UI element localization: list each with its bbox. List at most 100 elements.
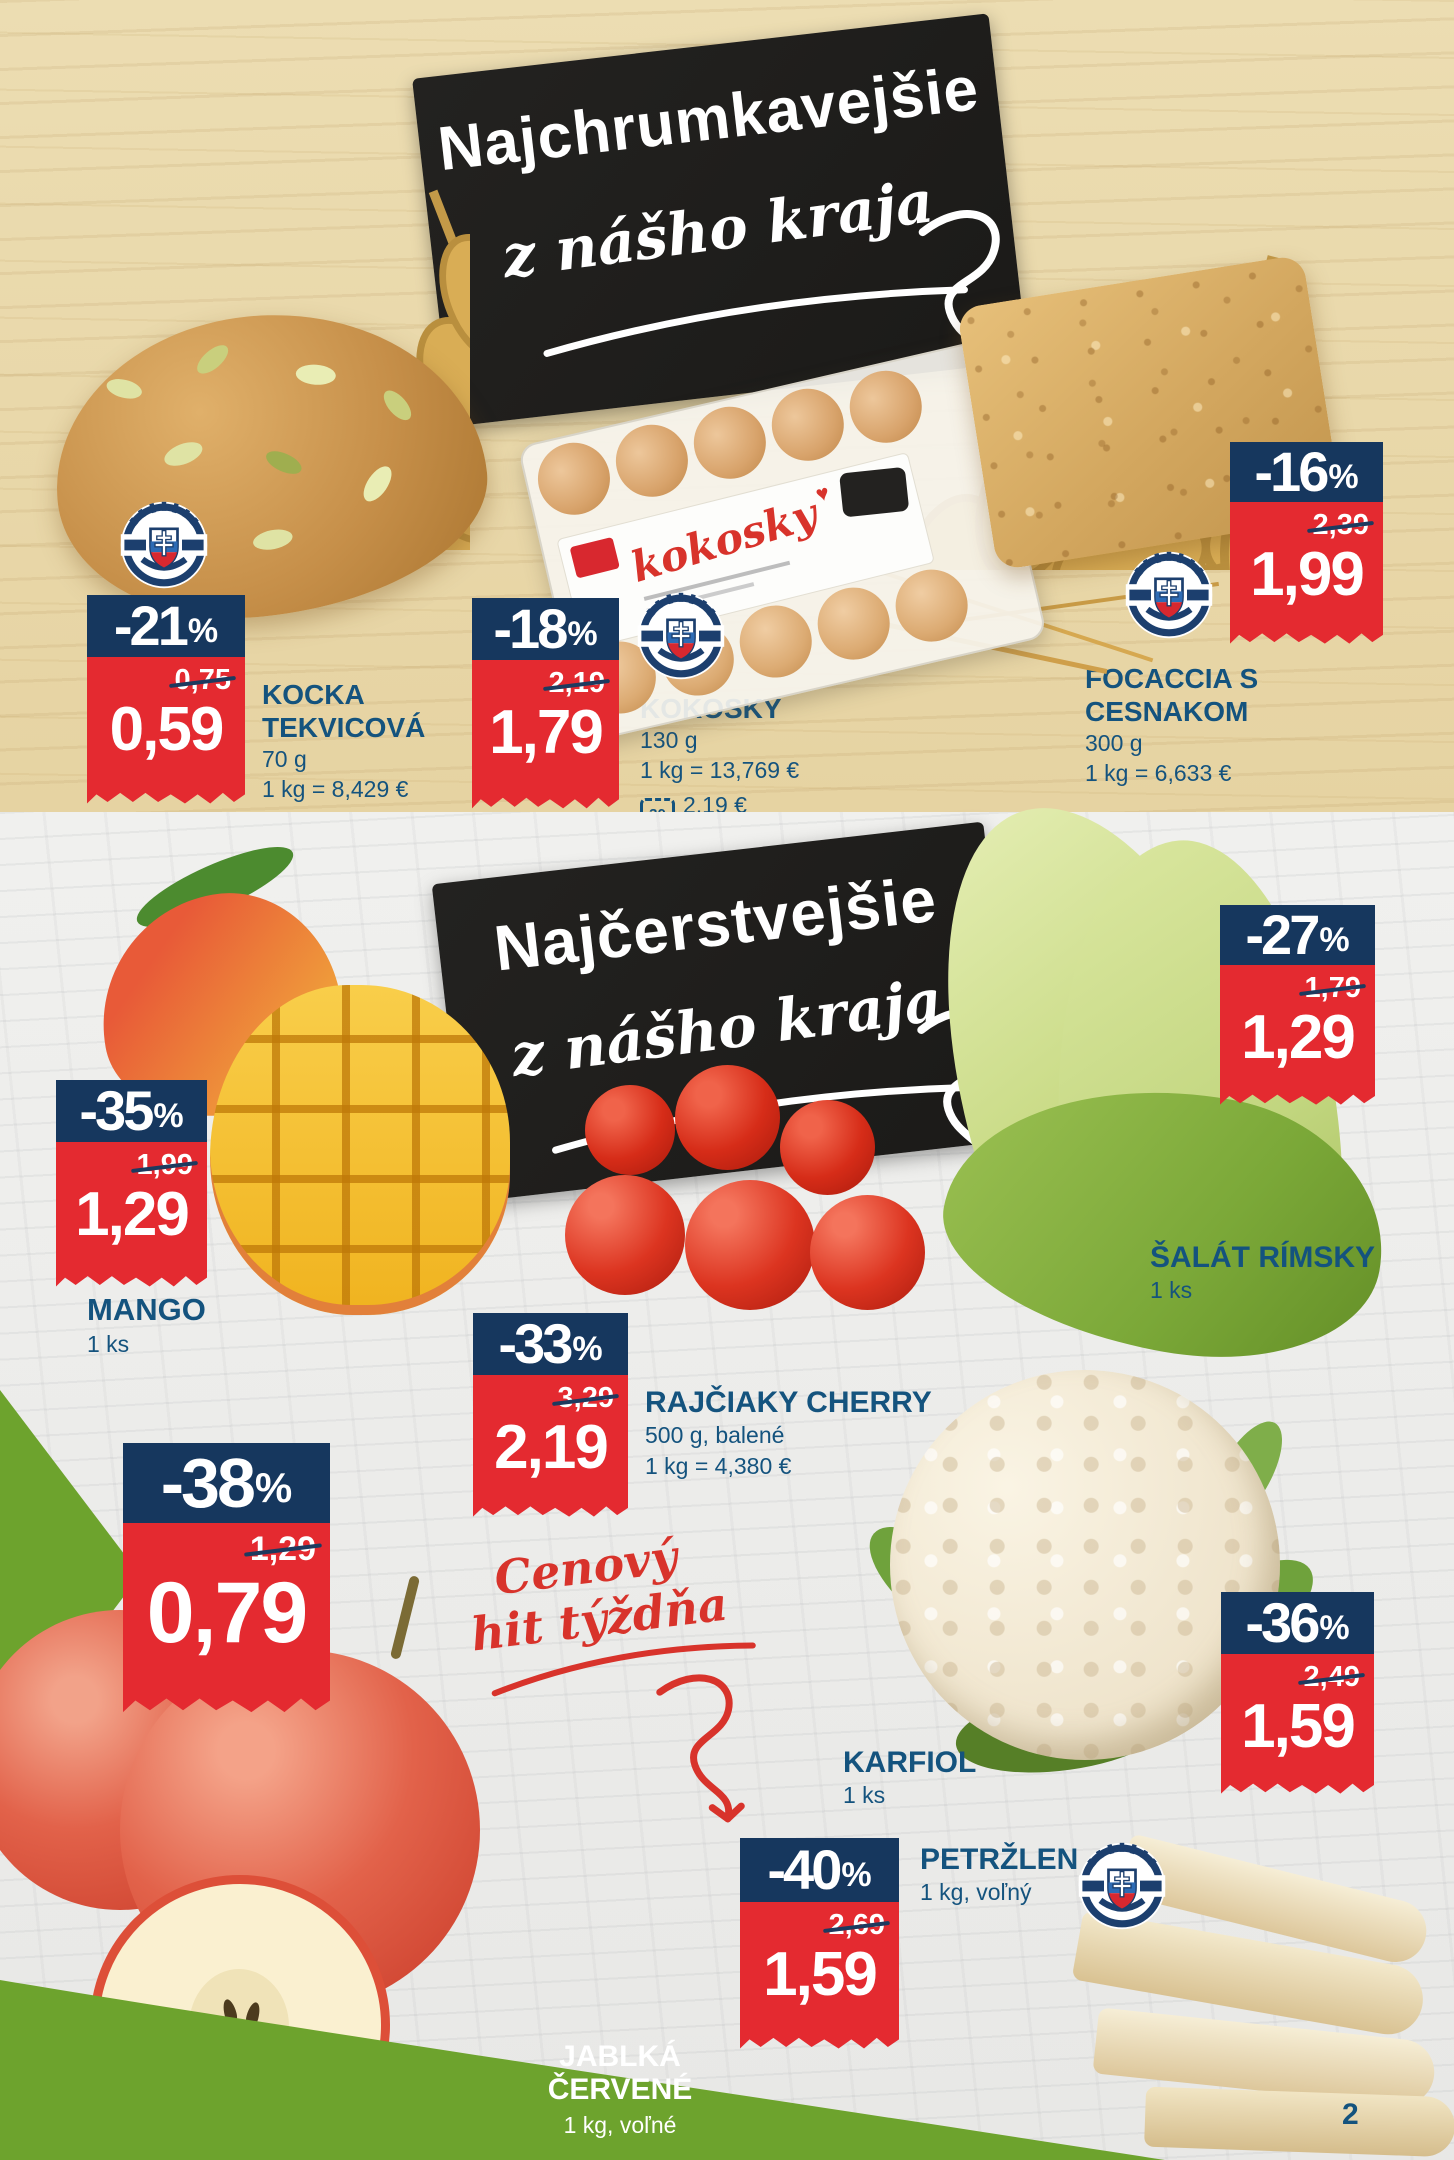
new-price: 0,79 <box>146 1565 308 1662</box>
discount-value: -16 <box>1254 440 1329 503</box>
discount-percent: -33 % <box>473 1313 628 1375</box>
pumpkin-seed <box>358 461 398 507</box>
product-info-mango: MANGO 1 ks <box>87 1292 206 1359</box>
discount-value: -21 <box>113 594 189 657</box>
product-name-line1: KOCKA <box>262 679 365 710</box>
discount-percent: -21 % <box>87 595 245 657</box>
product-unit: 1 ks <box>843 1782 886 1809</box>
green-corner-wedge <box>0 1980 1165 2160</box>
new-price: 2,19 <box>494 1412 609 1482</box>
product-info-focaccia: FOCACCIA S CESNAKOM 300 g 1 kg = 6,633 € <box>1085 662 1425 789</box>
cherry-tomatoes-photo <box>555 1065 935 1355</box>
new-price: 1,59 <box>1241 1691 1356 1761</box>
pumpkin-seed <box>295 363 337 387</box>
pumpkin-seed <box>192 340 233 379</box>
price-box: 1,99 1,29 <box>56 1142 207 1287</box>
cauliflower-head <box>890 1370 1280 1760</box>
discount-badge-mango: -35 % 1,99 1,29 <box>56 1080 207 1291</box>
apple-stem <box>389 1575 421 1660</box>
percent-sign: % <box>1328 458 1359 496</box>
price-box: 2,19 1,79 <box>472 660 619 809</box>
percent-sign: % <box>1319 1609 1350 1647</box>
cherry-tomato <box>780 1100 875 1195</box>
percent-sign: % <box>567 615 598 653</box>
discount-value: -36 <box>1245 1591 1320 1654</box>
price-box: 2,49 1,59 <box>1221 1654 1374 1794</box>
product-unit-price: 1 kg = 8,429 € <box>262 776 409 803</box>
discount-value: -27 <box>1245 903 1320 966</box>
new-price: 1,79 <box>489 697 604 767</box>
discount-percent: -36 % <box>1221 1592 1374 1654</box>
coconut-cookie <box>530 435 618 522</box>
pumpkin-seed <box>262 446 305 479</box>
product-name-line2: ČERVENÉ <box>547 2073 693 2106</box>
cherry-tomato <box>585 1085 675 1175</box>
price-box: 3,29 2,19 <box>473 1375 628 1517</box>
product-info-jablka: JABLKÁ ČERVENÉ 1 kg, voľné <box>545 2040 695 2139</box>
discount-badge-salat: -27 % 1,79 1,29 <box>1220 905 1375 1109</box>
bakery-title-line2: z nášho kraja <box>498 167 938 292</box>
regional-quality-logo-icon <box>1077 1841 1167 1931</box>
new-price: 1,29 <box>1241 1002 1356 1072</box>
cherry-tomato <box>685 1180 815 1310</box>
product-unit-price: 1 kg = 13,769 € <box>640 757 800 784</box>
product-name: PETRŽLEN <box>920 1843 1079 1876</box>
discount-badge-kocka: -21 % 0,75 0,59 <box>87 595 245 808</box>
regional-quality-logo-icon <box>636 591 726 681</box>
percent-sign: % <box>1319 921 1350 959</box>
percent-sign: % <box>254 1464 293 1511</box>
percent-sign: % <box>153 1097 184 1135</box>
price-hit-label: Cenový hit týždňa <box>462 1516 828 1873</box>
heart-icon: ♥ <box>813 479 832 507</box>
discount-value: -38 <box>160 1444 256 1522</box>
price-box: 0,75 0,59 <box>87 657 245 804</box>
old-price: 3,29 <box>557 1382 614 1414</box>
discount-badge-karfiol: -36 % 2,49 1,59 <box>1221 1592 1374 1798</box>
discount-percent: -27 % <box>1220 905 1375 965</box>
mango-photo <box>82 832 510 1335</box>
discount-badge-focaccia: -16 % 2,39 1,99 <box>1230 442 1383 648</box>
product-info-karfiol: KARFIOL 1 ks <box>843 1745 976 1811</box>
pumpkin-seed <box>378 385 417 425</box>
old-price: 2,19 <box>548 667 605 699</box>
pumpkin-seed <box>104 375 144 402</box>
new-price: 1,29 <box>75 1179 190 1249</box>
product-name: RAJČIAKY CHERRY <box>645 1386 932 1419</box>
coconut-cookie <box>842 363 929 450</box>
discount-percent: -38 % <box>123 1443 330 1523</box>
price-box: 2,69 1,59 <box>740 1902 899 2049</box>
chalk-underline-swoosh <box>543 286 968 357</box>
product-unit: 1 ks <box>1150 1277 1193 1304</box>
hit-underline-swoosh <box>491 1642 756 1697</box>
bakery-title-line1: Najchrumkavejšie <box>434 54 983 185</box>
regional-quality-logo-icon <box>119 500 209 590</box>
product-unit: 1 kg, voľný <box>920 1879 1032 1906</box>
price-box: 1,29 0,79 <box>123 1523 330 1713</box>
discount-value: -40 <box>767 1838 842 1901</box>
old-price: 1,29 <box>249 1530 316 1568</box>
discount-badge-jablka: -38 % 1,29 0,79 <box>123 1443 330 1718</box>
discount-percent: -35 % <box>56 1080 207 1142</box>
new-price: 1,59 <box>763 1939 878 2009</box>
label-chalk-sign <box>839 466 910 518</box>
discount-value: -33 <box>498 1312 573 1375</box>
cherry-tomato <box>810 1195 925 1310</box>
product-detail: 500 g, balené <box>645 1422 785 1449</box>
new-price: 0,59 <box>109 694 225 764</box>
old-price: 1,99 <box>136 1149 193 1181</box>
product-name: KOCKA TEKVICOVÁ <box>262 678 522 744</box>
product-weight: 70 g <box>262 746 307 773</box>
discount-value: -35 <box>79 1079 154 1142</box>
old-price: 2,39 <box>1312 509 1369 541</box>
product-weight: 130 g <box>640 727 698 754</box>
old-price: 2,49 <box>1303 1661 1360 1693</box>
product-unit-price: 1 kg = 6,633 € <box>1085 760 1232 787</box>
coconut-cookie <box>608 417 696 504</box>
discount-badge-rajciaky: -33 % 3,29 2,19 <box>473 1313 628 1521</box>
product-name-line1: JABLKÁ <box>559 2040 681 2073</box>
new-price: 1,99 <box>1250 539 1365 609</box>
brand-box <box>569 536 620 579</box>
hit-curl-arrow-icon <box>656 1674 745 1823</box>
coconut-cookie <box>888 562 975 649</box>
product-info-petrzlen: PETRŽLEN 1 kg, voľný <box>920 1842 1078 1908</box>
